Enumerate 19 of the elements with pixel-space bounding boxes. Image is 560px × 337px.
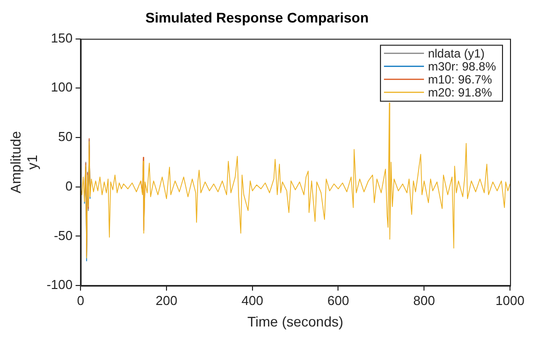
y-tick-label: -50: [54, 228, 73, 243]
y-tick-label: 0: [65, 178, 73, 194]
x-tick-label: 800: [413, 292, 435, 308]
legend-label: m30r: 98.8%: [428, 60, 496, 74]
y-tick-label: 50: [58, 129, 73, 144]
legend-label: nldata (y1): [428, 46, 485, 61]
y-tick-label: 150: [50, 30, 73, 46]
y-tick-label: 100: [50, 80, 73, 95]
x-tick-label: 400: [242, 292, 264, 308]
legend-label: m20: 91.8%: [428, 86, 492, 100]
legend-label: m10: 96.7%: [428, 72, 492, 87]
y-tick-label: -100: [46, 277, 73, 292]
x-tick-label: 0: [77, 292, 84, 308]
chart-title: Simulated Response Comparison: [145, 9, 369, 26]
y-axis-title: Amplitude y1: [7, 130, 40, 194]
x-tick-label: 1000: [496, 292, 524, 308]
x-tick-label: 600: [327, 292, 350, 308]
x-tick-label: 200: [156, 292, 178, 308]
x-axis-title: Time (seconds): [247, 313, 344, 330]
